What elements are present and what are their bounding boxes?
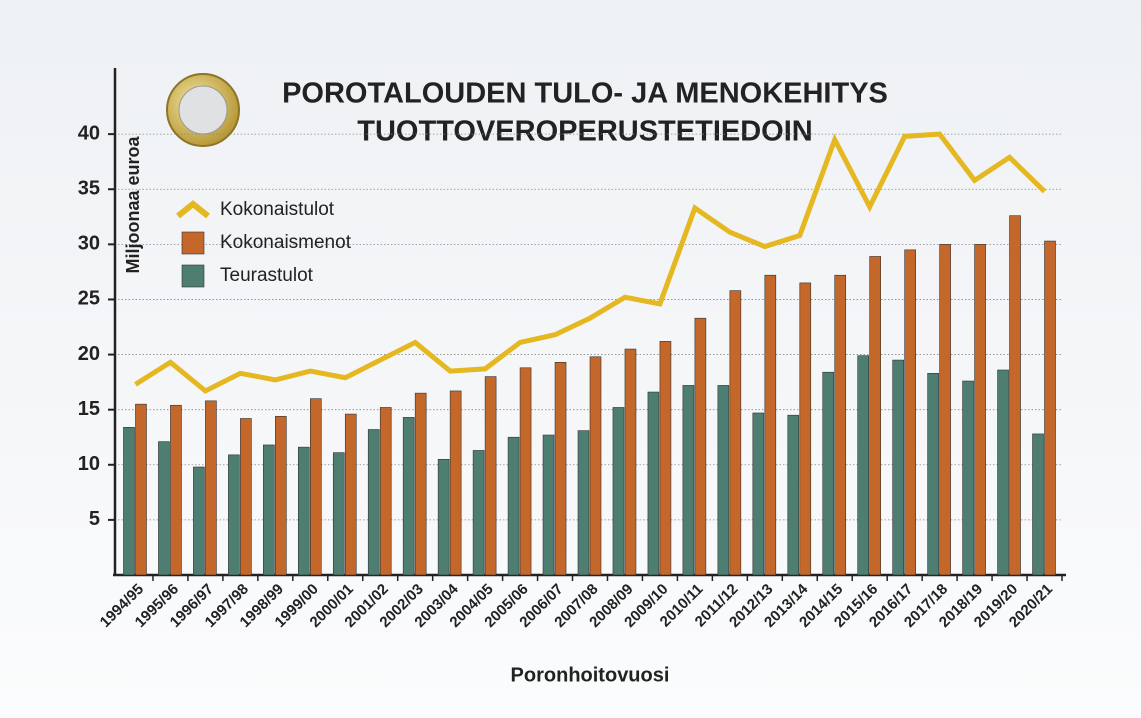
bar	[940, 244, 951, 575]
legend-label: Kokonaistulot	[220, 199, 335, 220]
y-tick-label: 30	[78, 233, 100, 255]
x-axis-label: Poronhoitovuosi	[511, 664, 670, 686]
bar	[438, 459, 449, 575]
bar	[858, 356, 869, 575]
bar	[718, 385, 729, 575]
y-tick-label: 35	[78, 178, 100, 200]
bar	[893, 360, 904, 575]
bar	[508, 437, 519, 575]
bar	[1033, 434, 1044, 575]
y-tick-label: 40	[78, 122, 100, 144]
bar	[485, 377, 496, 575]
bar	[788, 415, 799, 575]
bar	[998, 370, 1009, 575]
bar	[543, 435, 554, 575]
bar	[368, 430, 379, 575]
legend-item: Teurastulot	[182, 265, 314, 287]
bar	[753, 413, 764, 575]
y-tick-label: 15	[78, 398, 100, 420]
bar	[835, 275, 846, 575]
bar	[765, 275, 776, 575]
y-tick-label: 25	[78, 288, 100, 310]
bar	[310, 399, 321, 575]
chart-title: POROTALOUDEN TULO- JA MENOKEHITYS	[282, 78, 888, 110]
bar	[1010, 216, 1021, 575]
legend-swatch	[182, 232, 204, 254]
bar	[823, 372, 834, 575]
bar	[473, 450, 484, 575]
y-tick-label: 10	[78, 453, 100, 475]
bar	[1045, 241, 1056, 575]
bar	[403, 417, 414, 575]
bar	[415, 393, 426, 575]
bar	[928, 373, 939, 575]
bar	[228, 455, 239, 575]
bar	[800, 283, 811, 575]
euro-coin	[167, 74, 239, 146]
y-tick-label: 20	[78, 343, 100, 365]
bar	[870, 256, 881, 575]
y-axis-label: Miljoonaa euroa	[123, 136, 143, 274]
bar	[135, 404, 146, 575]
bar	[380, 407, 391, 575]
bar	[275, 416, 286, 575]
bar	[345, 414, 356, 575]
bar	[975, 244, 986, 575]
bar	[590, 357, 601, 575]
bar	[520, 368, 531, 575]
bar	[683, 385, 694, 575]
bar	[625, 349, 636, 575]
bar	[555, 362, 566, 575]
y-tick-label: 5	[89, 508, 100, 530]
bar	[730, 291, 741, 575]
bar	[123, 427, 134, 575]
bar	[660, 341, 671, 575]
legend-label: Teurastulot	[220, 265, 314, 286]
chart-title: TUOTTOVEROPERUSTETIEDOIN	[357, 116, 812, 148]
bar	[298, 447, 309, 575]
bar	[450, 391, 461, 575]
bar	[205, 401, 216, 575]
bar	[695, 318, 706, 575]
bar	[613, 407, 624, 575]
bar	[648, 392, 659, 575]
bar	[578, 431, 589, 575]
bar	[333, 453, 344, 575]
bar	[240, 418, 251, 575]
bar	[905, 250, 916, 575]
chart: POROTALOUDEN TULO- JA MENOKEHITYS TUOTTO…	[0, 0, 1141, 718]
page: {"chart_data":{"type":"bar", "title":["P…	[0, 0, 1141, 718]
bar	[963, 381, 974, 575]
bar	[170, 405, 181, 575]
bar	[263, 445, 274, 575]
bar	[158, 442, 169, 575]
legend-label: Kokonaismenot	[220, 232, 352, 253]
legend-swatch	[182, 265, 204, 287]
bar	[193, 467, 204, 575]
